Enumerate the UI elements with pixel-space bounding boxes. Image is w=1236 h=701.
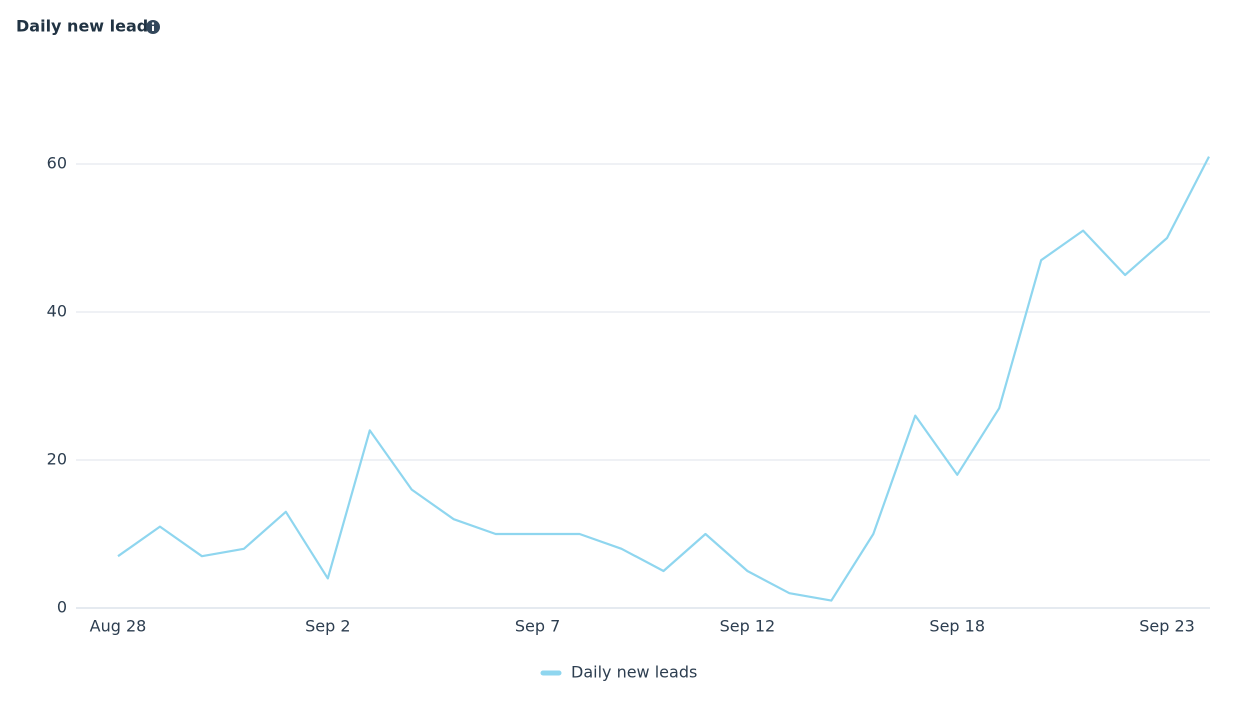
x-tick-label: Sep 2: [305, 617, 350, 636]
x-tick-label: Sep 7: [515, 617, 560, 636]
y-tick-label: 40: [47, 302, 67, 321]
line-series: [117, 156, 1210, 602]
chart-title: Daily new leads: [16, 17, 158, 36]
y-tick-label: 20: [47, 450, 67, 469]
x-tick-label: Sep 12: [720, 617, 776, 636]
x-tick-label: Sep 18: [929, 617, 985, 636]
y-tick-label: 0: [57, 598, 67, 617]
y-tick-label: 60: [47, 154, 67, 173]
x-tick-label: Aug 28: [90, 617, 147, 636]
legend-label: Daily new leads: [571, 663, 697, 682]
x-tick-label: Sep 23: [1139, 617, 1195, 636]
info-icon[interactable]: [146, 20, 160, 34]
